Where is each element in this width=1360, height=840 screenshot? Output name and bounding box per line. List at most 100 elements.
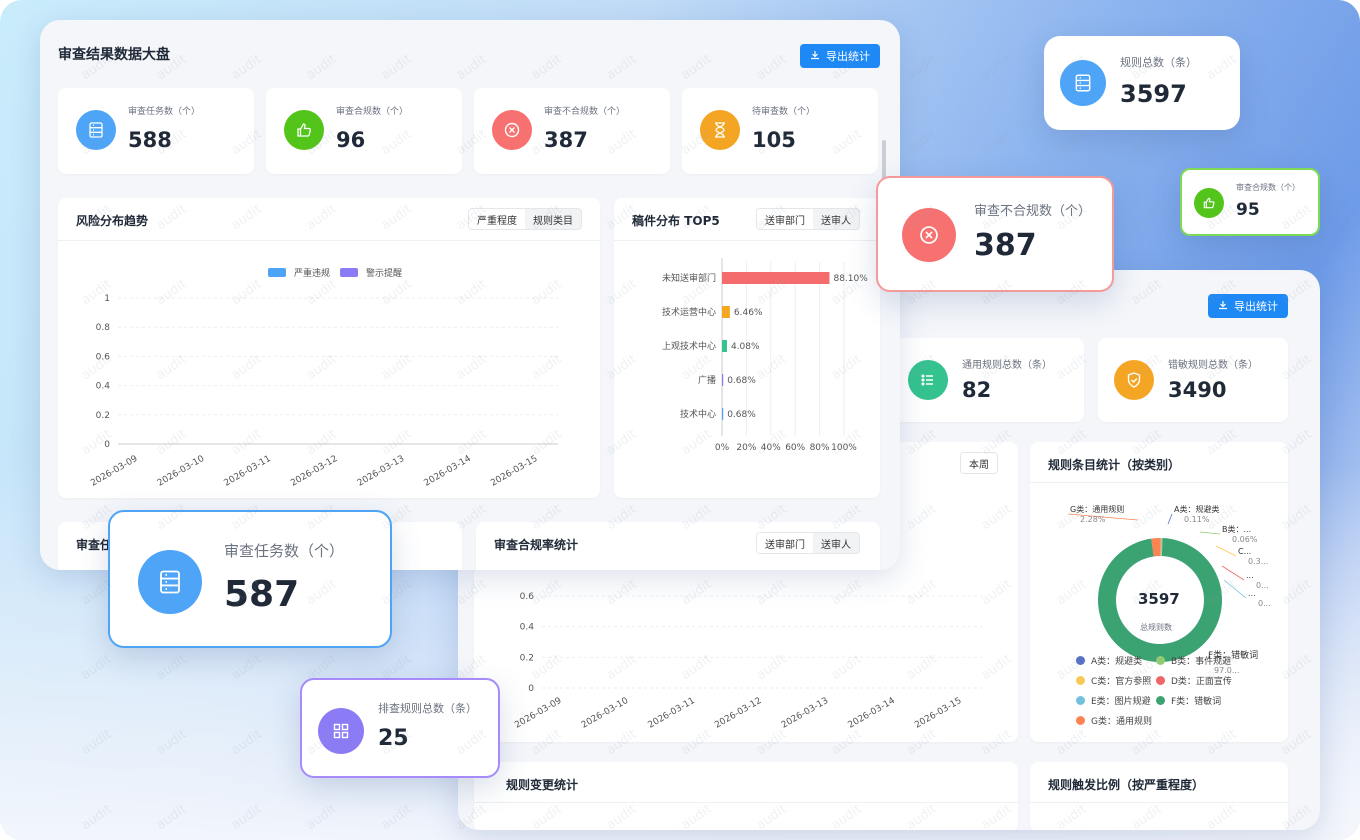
legend-label: F类：错敏词 bbox=[1171, 697, 1222, 707]
stat-value: 105 bbox=[752, 128, 796, 152]
callout-line bbox=[1215, 545, 1237, 557]
donut-overlap-label: F类：错敏词 bbox=[1208, 651, 1259, 661]
rule-stats-title: 规则条目统计（按类别） bbox=[1048, 458, 1181, 472]
donut-legend-item[interactable]: F类：错敏词 bbox=[1156, 694, 1221, 707]
callout-line bbox=[1223, 579, 1247, 599]
server-icon bbox=[1060, 60, 1106, 106]
risk-tab-group: 严重程度 规则类目 bbox=[468, 208, 582, 230]
bar bbox=[722, 408, 724, 420]
rule-trigger-card: 规则触发比例（按严重程度） bbox=[1030, 762, 1288, 830]
bar bbox=[722, 272, 830, 284]
stat-card-noncompliant: 审查不合规数（个） 387 bbox=[474, 88, 670, 174]
donut-legend-item[interactable]: E类：图片规避 bbox=[1076, 694, 1151, 707]
x-tick-label: 100% bbox=[831, 443, 857, 453]
donut-legend-item[interactable]: B类：事件规避 bbox=[1156, 654, 1231, 667]
x-tick-label: 2026-03-14 bbox=[847, 696, 898, 731]
legend-dot bbox=[1076, 696, 1085, 705]
tab-submitter[interactable]: 送审人 bbox=[821, 215, 851, 227]
x-tick-label: 2026-03-09 bbox=[513, 696, 564, 731]
donut-legend-item[interactable]: D类：正面宣传 bbox=[1156, 674, 1232, 687]
rule-stats-card: 规则条目统计（按类别） G类：通用规则 2.28% A类：规避类 0.11% B类：..… bbox=[1030, 442, 1288, 742]
x-tick-label: 2026-03-15 bbox=[913, 696, 963, 731]
list-icon bbox=[908, 360, 948, 400]
top5-bar-chart: 0% 20% 40% 60% 80% 100% 未知送审部门 88.10% 技术运营中心 6.46… bbox=[662, 258, 868, 453]
bar-category-label: 广播 bbox=[698, 374, 716, 386]
callout-line bbox=[1067, 513, 1139, 521]
stat-value: 588 bbox=[128, 128, 172, 152]
bar-value-label: 88.10% bbox=[833, 274, 868, 284]
x-tick-label: 2026-03-09 bbox=[89, 454, 140, 489]
float-value: 95 bbox=[1236, 200, 1260, 220]
donut-overlap-pct: 97.0... bbox=[1214, 666, 1240, 675]
donut-legend-item[interactable]: C类：官方参照 bbox=[1076, 674, 1151, 687]
top5-tab-group: 送审部门 送审人 bbox=[756, 208, 860, 230]
y-tick-label: 0.2 bbox=[520, 653, 534, 663]
task-card-title: 审查任 bbox=[76, 538, 113, 552]
y-tick-label: 0.4 bbox=[96, 382, 111, 392]
float-label: 审查合规数（个） bbox=[1236, 183, 1300, 192]
tab-submitter[interactable]: 送审人 bbox=[821, 539, 851, 551]
donut-center-label: 总规则数 bbox=[1140, 623, 1172, 632]
bar-category-label: 未知送审部门 bbox=[662, 272, 716, 284]
stat-card-tasks: 审查任务数（个） 588 bbox=[58, 88, 254, 174]
callout-pct: 0... bbox=[1258, 599, 1271, 608]
stat-value: 387 bbox=[544, 128, 588, 152]
float-value: 3597 bbox=[1120, 80, 1187, 108]
main-dashboard-panel: 审查结果数据大盘 导出统计 审查任务数（个） 588 审查合规数（个） 96 审… bbox=[40, 20, 900, 570]
float-check-rules: 排查规则总数（条） 25 bbox=[300, 678, 500, 778]
shield-check-icon bbox=[1114, 360, 1154, 400]
legend-swatch bbox=[340, 268, 359, 277]
risk-trend-chart: 0 0.2 0.4 0.6 0.8 1 2026-03-09 2026-03-10 2026-0… bbox=[89, 294, 558, 489]
tab-department[interactable]: 送审部门 bbox=[757, 533, 813, 553]
bar-value-label: 6.46% bbox=[734, 308, 763, 318]
stat-value: 96 bbox=[336, 128, 366, 152]
x-tick-label: 2026-03-11 bbox=[647, 696, 697, 731]
legend-dot bbox=[1076, 716, 1085, 725]
donut-legend-item[interactable]: G类：通用规则 bbox=[1076, 714, 1152, 727]
float-value: 387 bbox=[974, 228, 1037, 263]
back-export-button[interactable]: 导出统计 bbox=[1208, 294, 1288, 318]
bar-value-label: 0.68% bbox=[727, 376, 756, 386]
callout-name: ... bbox=[1246, 571, 1254, 580]
x-tick-label: 40% bbox=[761, 443, 781, 453]
stat-label: 审查任务数（个） bbox=[128, 107, 201, 117]
circle-x-icon bbox=[492, 110, 532, 150]
callout-name: G类：通用规则 bbox=[1070, 504, 1124, 514]
rule-trigger-title: 规则触发比例（按严重程度） bbox=[1048, 778, 1205, 792]
donut-legend-item[interactable]: A类：规避类 bbox=[1076, 654, 1142, 667]
x-tick-label: 2026-03-13 bbox=[780, 696, 830, 731]
bar bbox=[722, 374, 724, 386]
callout-line bbox=[1167, 513, 1173, 525]
download-icon bbox=[810, 50, 820, 63]
legend-dot bbox=[1156, 696, 1165, 705]
tab-severity[interactable]: 严重程度 bbox=[469, 209, 525, 229]
legend-dot bbox=[1156, 676, 1165, 685]
float-tasks: 审查任务数（个） 587 bbox=[108, 510, 392, 648]
x-tick-label: 2026-03-14 bbox=[423, 454, 474, 489]
bar bbox=[722, 340, 727, 352]
float-label: 审查任务数（个） bbox=[224, 542, 345, 560]
tab-rule-category[interactable]: 规则类目 bbox=[533, 215, 573, 227]
legend-label: E类：图片规避 bbox=[1091, 697, 1151, 707]
back-stat-card-general: 通用规则总数（条） 82 bbox=[892, 338, 1084, 422]
y-tick-label: 0.2 bbox=[96, 411, 110, 421]
float-value: 587 bbox=[224, 574, 300, 615]
stat-label: 待审查数（个） bbox=[752, 107, 816, 117]
grid-icon bbox=[318, 708, 364, 754]
legend-swatch bbox=[268, 268, 286, 277]
legend-dot bbox=[1156, 656, 1165, 665]
risk-legend: 严重违规 警示提醒 bbox=[268, 266, 402, 279]
y-tick-label: 0 bbox=[104, 440, 110, 450]
donut-slice bbox=[1160, 538, 1162, 557]
bar bbox=[722, 306, 730, 318]
top5-card: 稿件分布 TOP5 送审部门 送审人 0% 20% 40% 60% 80% 100% 未知送… bbox=[614, 198, 880, 498]
period-select[interactable]: 本周 bbox=[960, 452, 998, 474]
download-icon bbox=[1218, 300, 1228, 313]
legend-dot bbox=[1076, 676, 1085, 685]
stat-card-pending: 待审查数（个） 105 bbox=[682, 88, 878, 174]
server-icon bbox=[76, 110, 116, 150]
tab-department[interactable]: 送审部门 bbox=[757, 209, 813, 229]
callout-pct: 0... bbox=[1256, 581, 1269, 590]
callout-pct: 0.11% bbox=[1184, 515, 1210, 524]
export-button[interactable]: 导出统计 bbox=[800, 44, 880, 68]
